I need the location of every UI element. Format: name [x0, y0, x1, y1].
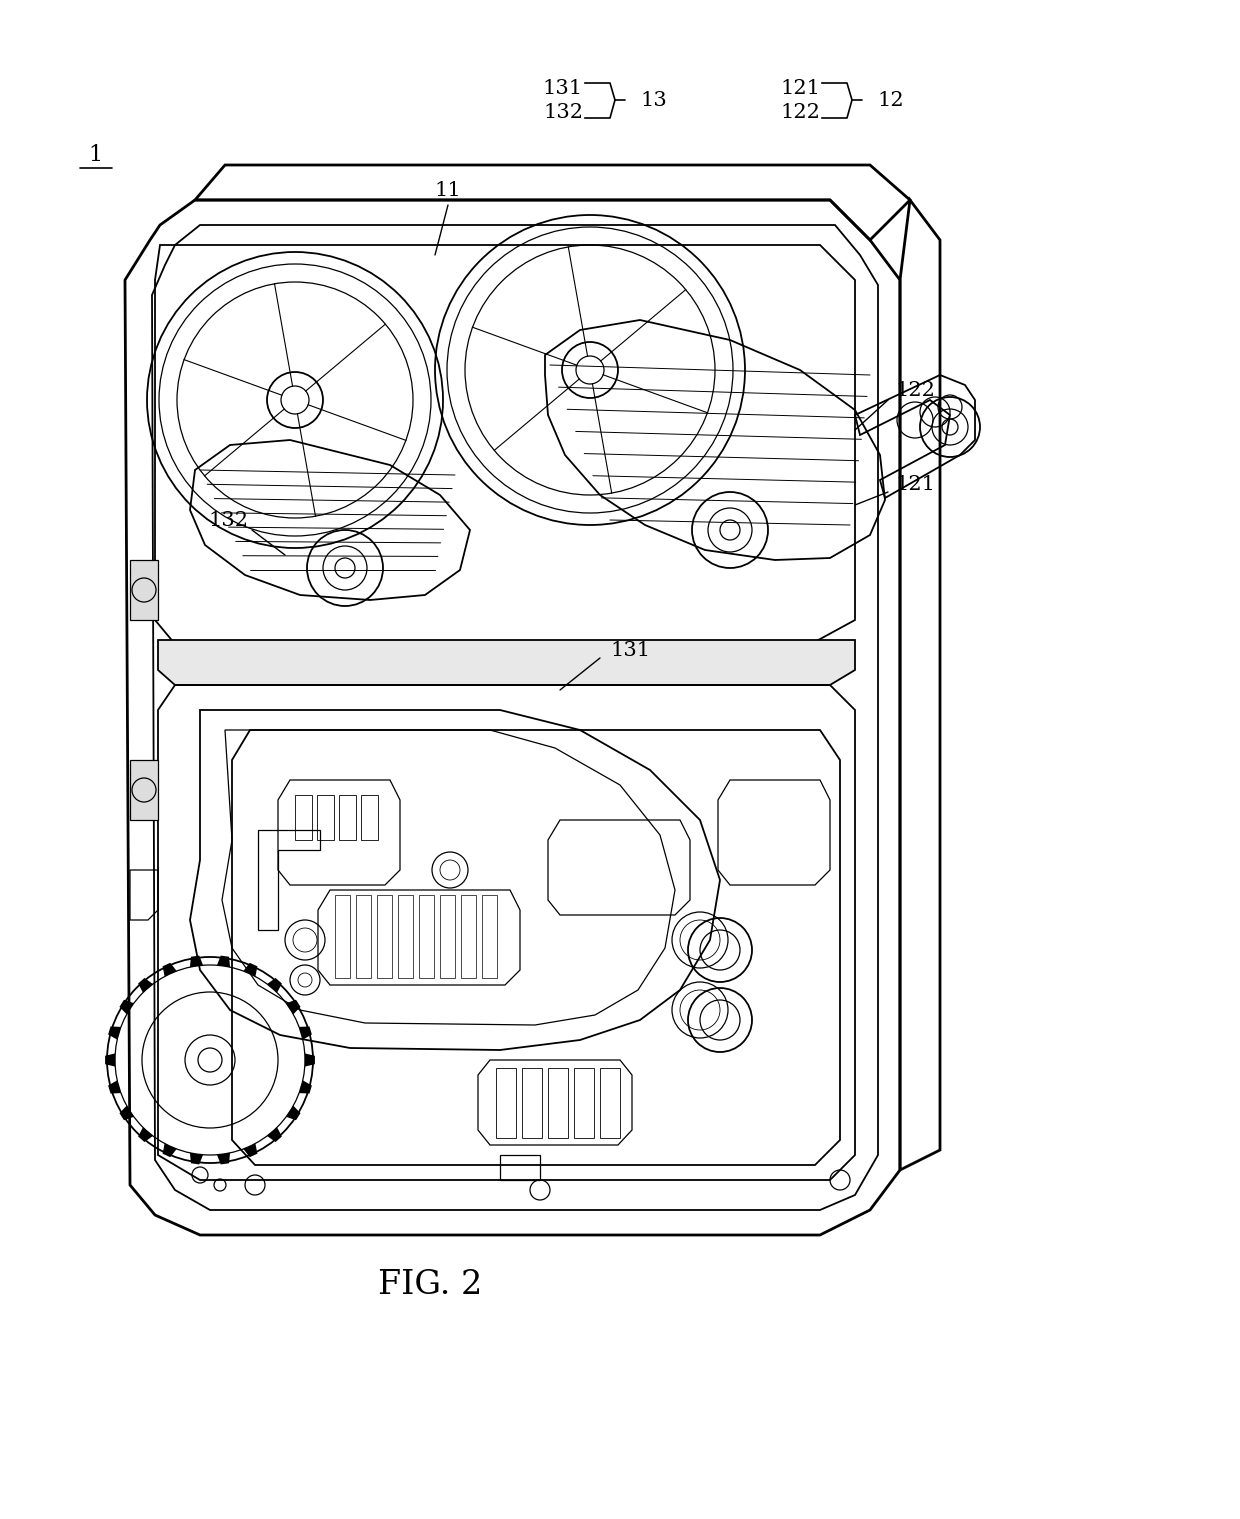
- Polygon shape: [119, 1106, 134, 1120]
- Polygon shape: [299, 1027, 311, 1039]
- Polygon shape: [162, 1144, 176, 1157]
- Text: 13: 13: [640, 91, 667, 109]
- Polygon shape: [190, 1153, 203, 1165]
- Polygon shape: [217, 955, 231, 968]
- Text: 131: 131: [543, 79, 583, 97]
- Text: 121: 121: [895, 475, 935, 495]
- Text: 122: 122: [780, 103, 820, 123]
- Polygon shape: [243, 1144, 258, 1157]
- Text: 132: 132: [543, 103, 583, 123]
- Polygon shape: [130, 760, 157, 820]
- Polygon shape: [299, 1080, 311, 1094]
- Polygon shape: [162, 963, 176, 977]
- Polygon shape: [217, 1153, 231, 1165]
- Polygon shape: [105, 1053, 115, 1066]
- Polygon shape: [286, 1000, 300, 1015]
- Text: 122: 122: [895, 380, 935, 399]
- Polygon shape: [130, 561, 157, 620]
- Text: 121: 121: [780, 79, 820, 97]
- Polygon shape: [190, 955, 203, 968]
- Text: 11: 11: [435, 181, 461, 199]
- Polygon shape: [157, 639, 856, 685]
- Polygon shape: [119, 1000, 134, 1015]
- Text: 12: 12: [877, 91, 904, 109]
- Polygon shape: [286, 1106, 300, 1120]
- Text: 131: 131: [610, 641, 650, 659]
- Text: 1: 1: [88, 144, 102, 166]
- Text: FIG. 2: FIG. 2: [378, 1268, 482, 1300]
- Polygon shape: [138, 978, 153, 993]
- Polygon shape: [108, 1027, 122, 1039]
- Polygon shape: [243, 963, 258, 977]
- Polygon shape: [267, 978, 281, 993]
- Polygon shape: [138, 1127, 153, 1142]
- Text: 132: 132: [208, 510, 248, 530]
- Polygon shape: [108, 1080, 122, 1094]
- Polygon shape: [305, 1053, 315, 1066]
- Polygon shape: [267, 1127, 281, 1142]
